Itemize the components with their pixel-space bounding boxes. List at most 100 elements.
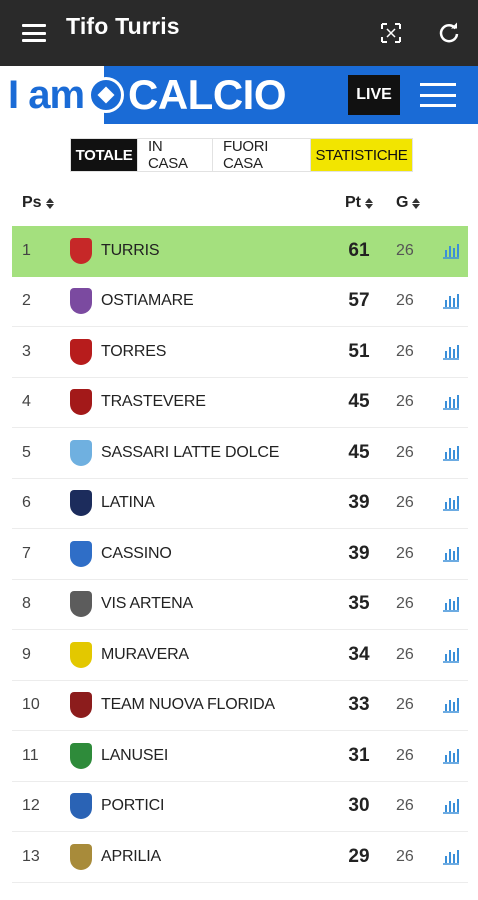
team-played: 26 bbox=[396, 544, 414, 562]
screenshot-icon[interactable] bbox=[380, 22, 402, 44]
menu-icon[interactable] bbox=[22, 24, 46, 42]
table-row[interactable]: 7 CASSINO 39 26 bbox=[12, 529, 468, 580]
team-crest-icon bbox=[70, 490, 92, 517]
table-row[interactable]: 2 OSTIAMARE 57 26 bbox=[12, 277, 468, 327]
team-points: 57 bbox=[348, 290, 370, 312]
team-points: 45 bbox=[348, 391, 370, 413]
team-points: 35 bbox=[348, 593, 370, 615]
app-bar: Tifo Turris bbox=[0, 0, 478, 66]
stats-chart-icon[interactable] bbox=[442, 596, 460, 612]
team-crest-icon bbox=[70, 692, 92, 719]
column-points-header[interactable]: Pt bbox=[345, 194, 373, 212]
standings-table: 1 TURRIS 61 26 2 OSTIAMARE 57 26 3 TORRES 51 26 4 TRA… bbox=[12, 226, 468, 883]
table-row[interactable]: 8 VIS ARTENA 35 26 bbox=[12, 580, 468, 630]
team-name[interactable]: VIS ARTENA bbox=[101, 595, 193, 613]
team-points: 29 bbox=[348, 845, 370, 867]
team-name[interactable]: TEAM NUOVA FLORIDA bbox=[101, 696, 275, 714]
team-name[interactable]: OSTIAMARE bbox=[101, 292, 194, 310]
table-row[interactable]: 10 TEAM NUOVA FLORIDA 33 26 bbox=[12, 681, 468, 731]
team-crest-icon bbox=[70, 237, 92, 264]
table-row[interactable]: 12 PORTICI 30 26 bbox=[12, 782, 468, 832]
team-crest-icon bbox=[70, 288, 92, 315]
team-crest-icon bbox=[70, 742, 92, 769]
team-position: 6 bbox=[22, 494, 31, 512]
brand-logo-prefix: I am bbox=[0, 66, 104, 124]
refresh-icon[interactable] bbox=[438, 22, 460, 44]
app-title: Tifo Turris bbox=[66, 12, 180, 39]
team-position: 5 bbox=[22, 443, 31, 461]
team-position: 7 bbox=[22, 544, 31, 562]
stats-chart-icon[interactable] bbox=[442, 748, 460, 764]
team-position: 12 bbox=[22, 797, 40, 815]
team-points: 39 bbox=[348, 492, 370, 514]
team-name[interactable]: LATINA bbox=[101, 494, 155, 512]
team-crest-icon bbox=[70, 338, 92, 365]
stats-chart-icon[interactable] bbox=[442, 697, 460, 713]
table-header: Ps Pt G bbox=[12, 190, 468, 218]
brand-logo-name: CALCIO bbox=[128, 71, 287, 118]
table-row[interactable]: 11 LANUSEI 31 26 bbox=[12, 731, 468, 782]
stats-chart-icon[interactable] bbox=[442, 849, 460, 865]
column-played-header[interactable]: G bbox=[396, 194, 421, 212]
sort-icon bbox=[45, 197, 54, 209]
team-position: 10 bbox=[22, 696, 40, 714]
stats-chart-icon[interactable] bbox=[442, 344, 460, 360]
team-crest-icon bbox=[70, 793, 92, 820]
team-played: 26 bbox=[396, 797, 414, 815]
sort-icon bbox=[365, 197, 373, 209]
team-position: 8 bbox=[22, 595, 31, 613]
team-name[interactable]: APRILIA bbox=[101, 847, 161, 865]
team-points: 31 bbox=[348, 744, 370, 766]
table-row[interactable]: 9 MURAVERA 34 26 bbox=[12, 630, 468, 681]
stats-chart-icon[interactable] bbox=[442, 798, 460, 814]
team-position: 4 bbox=[22, 393, 31, 411]
team-name[interactable]: TRASTEVERE bbox=[101, 393, 206, 411]
team-points: 45 bbox=[348, 441, 370, 463]
team-name[interactable]: TORRES bbox=[101, 342, 167, 360]
team-played: 26 bbox=[396, 746, 414, 764]
live-button[interactable]: LIVE bbox=[348, 75, 400, 115]
team-played: 26 bbox=[396, 847, 414, 865]
table-row[interactable]: 1 TURRIS 61 26 bbox=[12, 226, 468, 277]
table-row[interactable]: 6 LATINA 39 26 bbox=[12, 479, 468, 529]
stats-chart-icon[interactable] bbox=[442, 495, 460, 511]
stats-chart-icon[interactable] bbox=[442, 293, 460, 309]
team-crest-icon bbox=[70, 389, 92, 416]
table-row[interactable]: 3 TORRES 51 26 bbox=[12, 327, 468, 378]
tab-statistiche[interactable]: STATISTICHE bbox=[311, 139, 412, 171]
stats-chart-icon[interactable] bbox=[442, 445, 460, 461]
team-name[interactable]: PORTICI bbox=[101, 797, 165, 815]
team-played: 26 bbox=[396, 645, 414, 663]
team-crest-icon bbox=[70, 439, 92, 466]
team-position: 1 bbox=[22, 241, 31, 259]
tab-fuori-casa[interactable]: FUORI CASA bbox=[213, 138, 311, 172]
team-played: 26 bbox=[396, 443, 414, 461]
team-played: 26 bbox=[396, 393, 414, 411]
stats-chart-icon[interactable] bbox=[442, 647, 460, 663]
sort-icon bbox=[412, 197, 421, 209]
team-position: 3 bbox=[22, 342, 31, 360]
team-name[interactable]: TURRIS bbox=[101, 241, 160, 259]
team-crest-icon bbox=[70, 843, 92, 870]
team-name[interactable]: MURAVERA bbox=[101, 645, 189, 663]
table-row[interactable]: 5 SASSARI LATTE DOLCE 45 26 bbox=[12, 428, 468, 479]
team-points: 39 bbox=[348, 542, 370, 564]
team-name[interactable]: SASSARI LATTE DOLCE bbox=[101, 443, 280, 461]
team-points: 34 bbox=[348, 643, 370, 665]
team-position: 13 bbox=[22, 847, 40, 865]
stats-chart-icon[interactable] bbox=[442, 546, 460, 562]
table-row[interactable]: 13 APRILIA 29 26 bbox=[12, 832, 468, 883]
tab-in-casa[interactable]: IN CASA bbox=[138, 138, 213, 172]
stats-chart-icon[interactable] bbox=[442, 394, 460, 410]
team-position: 2 bbox=[22, 292, 31, 310]
team-points: 30 bbox=[348, 795, 370, 817]
table-row[interactable]: 4 TRASTEVERE 45 26 bbox=[12, 378, 468, 428]
stats-chart-icon[interactable] bbox=[442, 243, 460, 259]
team-crest-icon bbox=[70, 591, 92, 618]
team-name[interactable]: CASSINO bbox=[101, 544, 172, 562]
team-name[interactable]: LANUSEI bbox=[101, 746, 169, 764]
column-pos-header[interactable]: Ps bbox=[22, 194, 54, 212]
team-position: 11 bbox=[22, 746, 39, 764]
site-menu-icon[interactable] bbox=[420, 83, 456, 107]
tab-totale[interactable]: TOTALE bbox=[71, 139, 138, 171]
